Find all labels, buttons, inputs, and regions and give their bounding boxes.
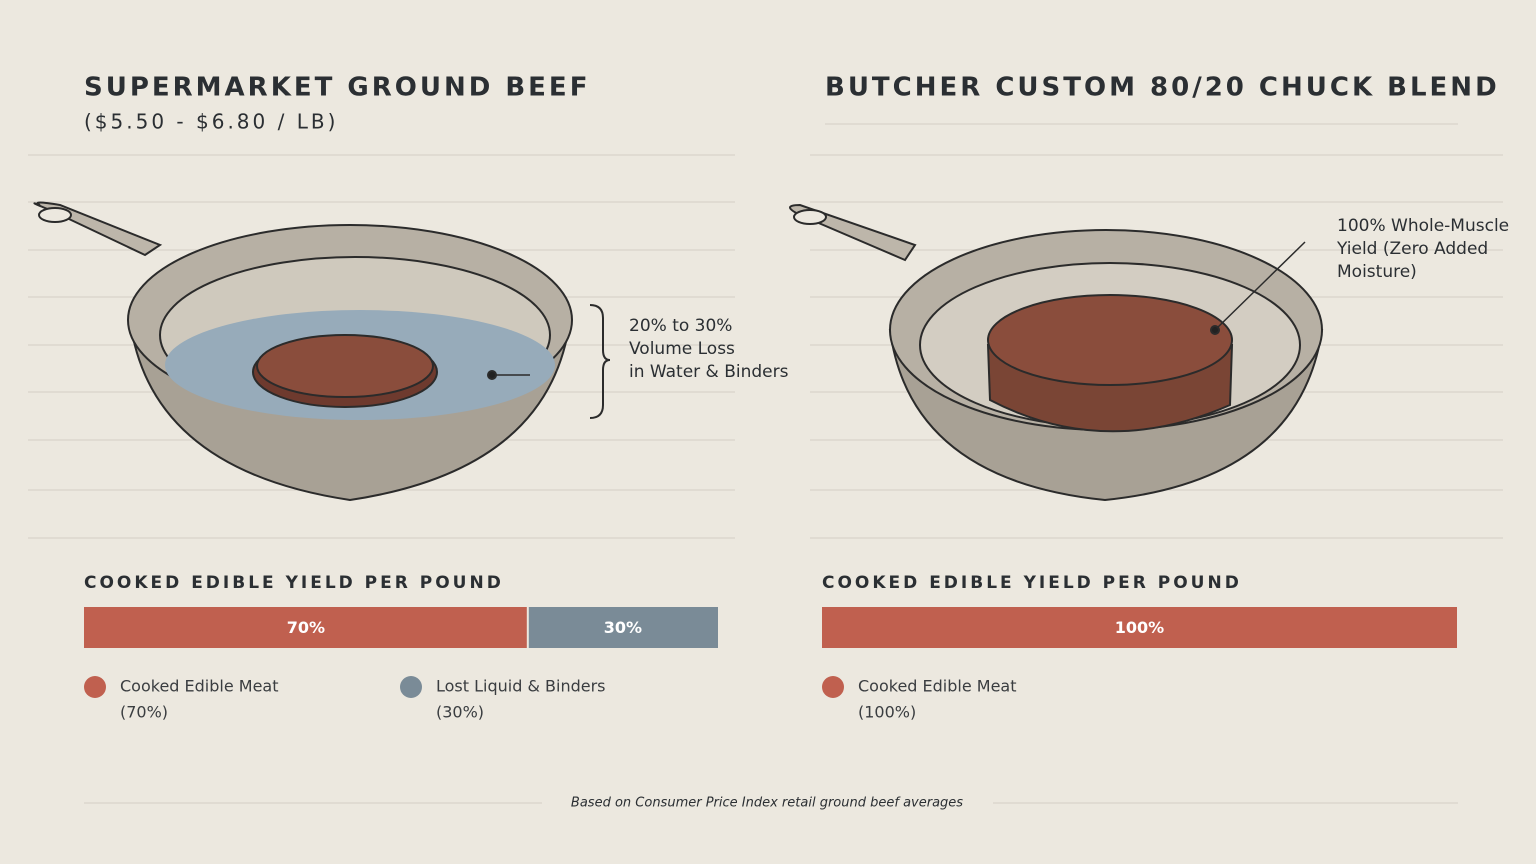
chart-label: COOKED EDIBLE YIELD PER POUND: [84, 573, 504, 593]
pan-illustration: [33, 201, 611, 502]
annotation: in Water & Binders: [629, 362, 789, 382]
panel-title: BUTCHER CUSTOM 80/20 CHUCK BLEND: [825, 73, 1500, 103]
footer-note: Based on Consumer Price Index retail gro…: [571, 796, 963, 811]
legend-note: (30%): [436, 703, 484, 722]
bar-segment: [822, 607, 1457, 648]
legend-note: (70%): [120, 703, 168, 722]
panel-title: SUPERMARKET GROUND BEEF: [84, 73, 590, 103]
bar-segment: [84, 607, 528, 648]
annotation: 100% Whole-Muscle: [1337, 216, 1509, 236]
annotation: Volume Loss: [629, 339, 735, 359]
legend-swatch: [84, 676, 106, 698]
legend-swatch: [400, 676, 422, 698]
annotation: Yield (Zero Added: [1336, 239, 1488, 259]
legend-label: Lost Liquid & Binders: [436, 677, 606, 696]
legend-swatch: [822, 676, 844, 698]
legend-label: Cooked Edible Meat: [120, 677, 279, 696]
value-label: 30%: [604, 618, 642, 637]
annotation: Moisture): [1337, 262, 1417, 282]
bar-segment: [527, 607, 718, 648]
panel-subtitle: ($5.50 - $6.80 / LB): [84, 110, 338, 134]
value-label: 100%: [1115, 618, 1164, 637]
pan-illustration: [789, 203, 1324, 502]
value-label: 70%: [287, 618, 325, 637]
annotation: 20% to 30%: [629, 316, 732, 336]
legend-note: (100%): [858, 703, 916, 722]
legend-label: Cooked Edible Meat: [858, 677, 1017, 696]
chart-label: COOKED EDIBLE YIELD PER POUND: [822, 573, 1242, 593]
